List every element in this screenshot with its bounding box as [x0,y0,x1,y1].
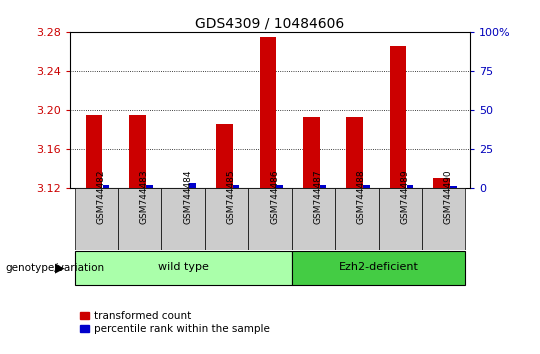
FancyBboxPatch shape [292,188,335,250]
FancyBboxPatch shape [118,188,161,250]
Legend: transformed count, percentile rank within the sample: transformed count, percentile rank withi… [76,307,274,338]
Text: GSM744484: GSM744484 [183,170,192,224]
Bar [347,116,363,188]
FancyBboxPatch shape [205,188,248,250]
Text: GSM744485: GSM744485 [227,170,235,224]
Bar [303,116,320,188]
Bar [129,115,146,188]
Bar [216,124,233,188]
Text: GSM744488: GSM744488 [357,170,366,224]
FancyBboxPatch shape [335,188,379,250]
Text: wild type: wild type [158,262,208,273]
Bar [433,178,450,188]
Title: GDS4309 / 10484606: GDS4309 / 10484606 [195,17,345,31]
Text: GSM744483: GSM744483 [140,170,149,224]
Text: ▶: ▶ [55,262,65,275]
Text: GSM744489: GSM744489 [400,170,409,224]
FancyBboxPatch shape [161,188,205,250]
Bar [276,184,283,188]
Bar [103,184,109,188]
FancyBboxPatch shape [292,251,465,285]
Bar [450,186,456,188]
FancyBboxPatch shape [422,188,465,250]
Bar [190,183,196,188]
Text: GSM744486: GSM744486 [270,170,279,224]
Bar [146,184,152,188]
Bar [363,184,370,188]
Text: GSM744482: GSM744482 [96,170,105,224]
Bar [260,37,276,188]
FancyBboxPatch shape [75,251,292,285]
Text: GSM744490: GSM744490 [444,170,453,224]
Text: Ezh2-deficient: Ezh2-deficient [339,262,418,273]
Text: GSM744487: GSM744487 [313,170,322,224]
FancyBboxPatch shape [379,188,422,250]
Bar [320,184,326,188]
Bar [390,46,407,188]
Bar [407,184,413,188]
Bar [233,184,239,188]
FancyBboxPatch shape [248,188,292,250]
Bar [86,115,103,188]
FancyBboxPatch shape [75,188,118,250]
Text: genotype/variation: genotype/variation [5,263,105,273]
